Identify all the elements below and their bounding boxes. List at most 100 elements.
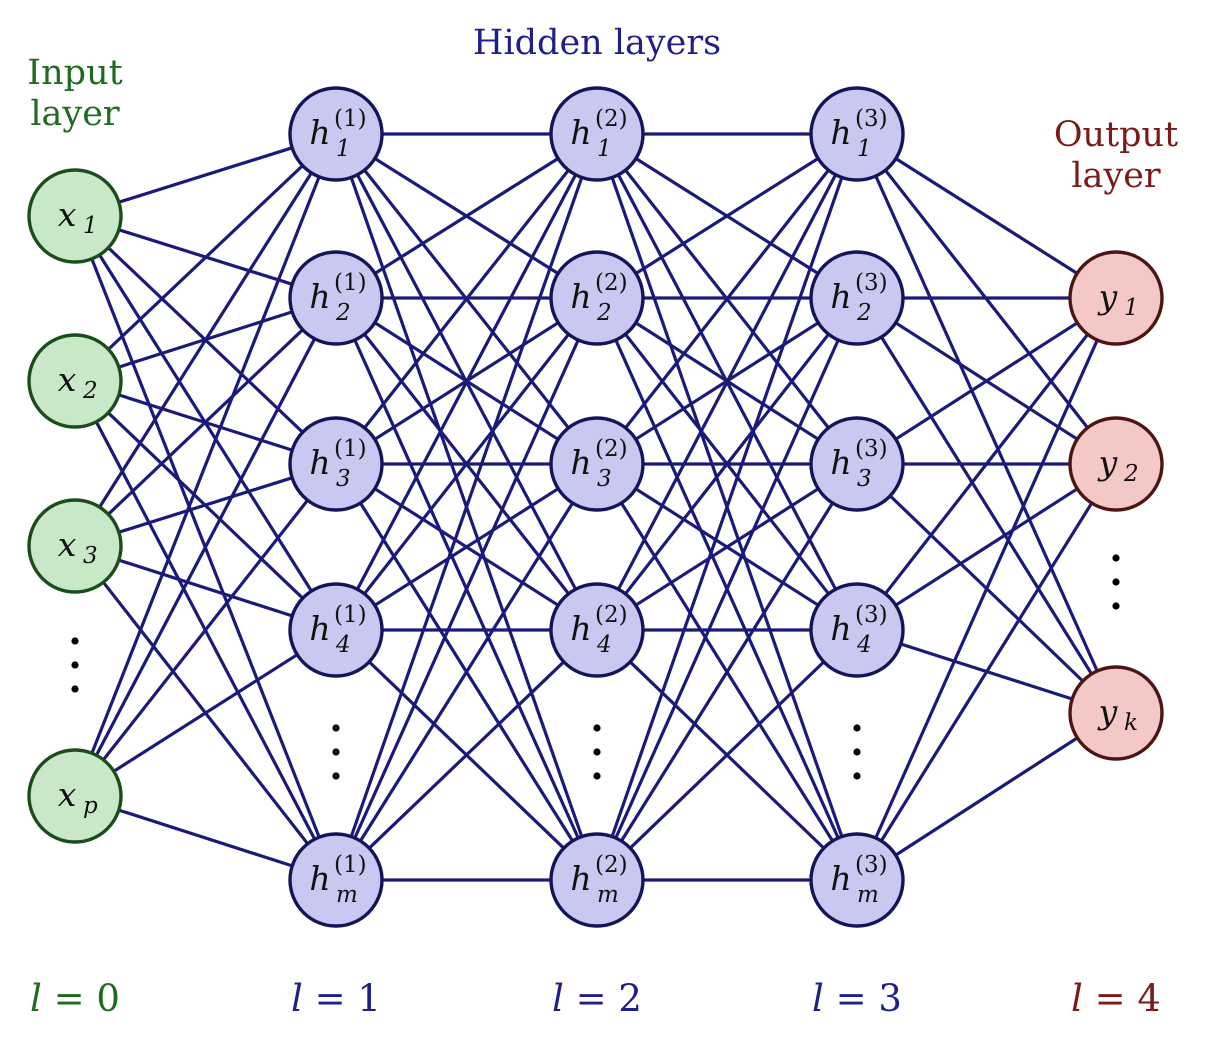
neuron-superscript: (3) (855, 436, 888, 462)
ellipsis-input (71, 637, 79, 693)
neuron-symbol: h (830, 113, 851, 152)
neuron-subscript: 4 (596, 632, 612, 658)
neuron-hidden2-m: h m (2) (549, 832, 645, 928)
edge-hidden1-4-to-hidden2-1 (353, 338, 580, 840)
neuron-superscript: (2) (595, 436, 628, 462)
neuron-superscript: (2) (595, 852, 628, 878)
neuron-subscript: 2 (596, 300, 612, 326)
neuron-symbol: x (58, 360, 77, 399)
neuron-subscript: 3 (83, 543, 98, 569)
neuron-subscript: 4 (335, 632, 351, 658)
neuron-hidden1-2: h 2 (1) (288, 250, 384, 346)
neuron-symbol: h (570, 443, 591, 482)
edge-input-0-to-hidden1-0 (117, 146, 294, 204)
edge-input-3-to-hidden1-2 (101, 498, 310, 762)
neuron-hidden3-2: h 2 (3) (809, 250, 905, 346)
edge-hidden1-1-to-hidden2-0 (373, 156, 560, 276)
neuron-superscript: (1) (334, 106, 367, 132)
neurons: x 1x 2x 3x ph 1(1)h 2(1)h 3(1)h 4(1)h m(1)h 1(2)h 2… (27, 86, 1164, 928)
edge-hidden3-0-to-output-2 (874, 174, 1099, 673)
neuron-hidden1-1: h 1 (1) (288, 86, 384, 182)
neuron-subscript: 4 (856, 632, 872, 658)
neuron-hidden2-1: h 1 (2) (549, 86, 645, 182)
neuron-symbol: y (1097, 277, 1118, 316)
output-layer-title-line1: Output (1054, 115, 1178, 155)
neuron-symbol: h (309, 609, 330, 648)
edge-input-1-to-hidden1-0 (106, 164, 305, 351)
edge-hidden2-4-to-hidden3-3 (628, 660, 826, 850)
edge-input-3-to-hidden1-4 (117, 808, 294, 868)
edge-hidden3-3-to-output-1 (894, 487, 1079, 607)
neuron-symbol: x (58, 525, 77, 564)
edge-hidden2-1-to-hidden3-0 (634, 156, 820, 276)
edge-hidden1-4-to-hidden2-3 (367, 660, 566, 850)
neuron-subscript: 1 (597, 136, 612, 162)
edge-input-2-to-hidden1-3 (117, 558, 294, 618)
edge-hidden1-3-to-hidden2-1 (362, 332, 571, 596)
neuron-subscript: 2 (335, 300, 351, 326)
neuron-symbol: h (309, 443, 330, 482)
edge-hidden1-4-to-hidden2-2 (358, 501, 575, 843)
neuron-hidden1-m: h m (1) (288, 832, 384, 928)
neuron-symbol: x (58, 775, 77, 814)
neuron-superscript: (1) (334, 270, 367, 296)
neuron-subscript: 2 (82, 378, 98, 404)
layer-label-hidden2: l = 2 (552, 977, 642, 1020)
neuron-symbol: h (309, 113, 330, 152)
ellipsis-hidden1 (332, 724, 340, 780)
edge-hidden3-4-to-output-2 (894, 736, 1079, 857)
neuron-symbol: x (58, 195, 77, 234)
layer-label-input: l = 0 (30, 977, 120, 1020)
neuron-symbol: h (830, 443, 851, 482)
edge-input-2-to-hidden1-0 (97, 171, 313, 509)
neuron-symbol: h (830, 859, 851, 898)
neuron-subscript: 3 (857, 466, 872, 492)
neuron-subscript: m (857, 882, 879, 908)
edge-hidden3-4-to-output-1 (879, 501, 1094, 843)
neuron-subscript: 3 (336, 466, 351, 492)
edge-hidden2-2-to-hidden3-0 (623, 168, 831, 430)
input-layer-title-line1: Input (27, 53, 122, 93)
layer-label-hidden1: l = 1 (291, 977, 381, 1020)
neuron-subscript: 1 (1124, 295, 1139, 321)
edge-hidden2-3-to-hidden3-2 (634, 487, 820, 607)
edge-hidden3-2-to-output-0 (894, 321, 1079, 441)
neuron-superscript: (1) (334, 436, 367, 462)
neuron-superscript: (2) (595, 106, 628, 132)
edge-hidden1-3-to-hidden2-2 (373, 487, 560, 607)
edge-hidden2-4-to-hidden3-0 (610, 175, 844, 839)
ellipsis-hidden3 (853, 724, 861, 780)
edge-hidden1-3-to-hidden2-0 (355, 173, 578, 591)
neuron-subscript: 1 (83, 213, 98, 239)
edge-hidden1-2-to-hidden2-0 (362, 168, 571, 430)
neuron-hidden3-m: h m (3) (809, 832, 905, 928)
layer-label-output: l = 4 (1071, 977, 1161, 1020)
neuron-hidden1-3: h 3 (1) (288, 416, 384, 512)
neuron-subscript: 1 (336, 136, 351, 162)
neuron-subscript: 3 (597, 466, 612, 492)
neuron-symbol: h (830, 609, 851, 648)
neuron-superscript: (3) (855, 106, 888, 132)
neuron-symbol: h (830, 277, 851, 316)
layer-label-hidden3: l = 3 (812, 977, 902, 1020)
edge-input-3-to-hidden1-3 (112, 653, 299, 773)
neuron-symbol: y (1097, 443, 1118, 482)
edge-hidden3-3-to-output-0 (883, 332, 1090, 596)
edge-input-3-to-hidden1-1 (94, 337, 317, 757)
neuron-hidden2-4: h 4 (2) (549, 582, 645, 678)
neuron-superscript: (1) (334, 602, 367, 628)
neuron-symbol: h (570, 113, 591, 152)
edge-hidden2-3-to-hidden3-1 (623, 332, 831, 596)
neuron-symbol: h (309, 277, 330, 316)
neuron-hidden2-3: h 3 (2) (549, 416, 645, 512)
edge-input-3-to-hidden1-0 (90, 175, 321, 755)
neuron-symbol: y (1097, 692, 1118, 731)
edge-hidden3-1-to-output-2 (879, 335, 1094, 676)
